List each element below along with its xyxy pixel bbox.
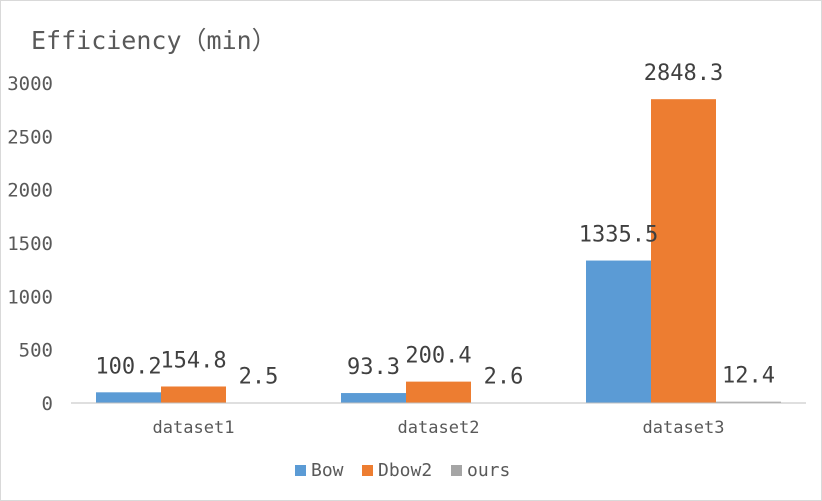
data-label-ours-dataset3: 12.4 bbox=[722, 364, 775, 389]
y-tick-label: 1000 bbox=[7, 286, 53, 308]
legend-swatch-bow bbox=[295, 465, 306, 476]
y-tick-label: 0 bbox=[42, 393, 53, 415]
legend-label-ours: ours bbox=[467, 460, 510, 481]
y-axis-ticks: 0 500 1000 1500 2000 2500 3000 bbox=[7, 73, 53, 415]
data-label-bow-dataset2: 93.3 bbox=[347, 355, 400, 380]
bar-bow-dataset1 bbox=[96, 392, 161, 403]
bar-ours-dataset3 bbox=[716, 401, 781, 403]
y-tick-label: 1500 bbox=[7, 233, 53, 255]
legend-label-dbow2: Dbow2 bbox=[378, 460, 432, 481]
data-label-bow-dataset3: 1335.5 bbox=[579, 223, 658, 248]
bars-group bbox=[96, 99, 781, 403]
x-category-label: dataset1 bbox=[153, 418, 235, 438]
x-category-label: dataset3 bbox=[643, 418, 725, 438]
x-axis-categories: dataset1 dataset2 dataset3 bbox=[153, 418, 725, 438]
legend-swatch-dbow2 bbox=[362, 465, 373, 476]
data-label-dbow2-dataset1: 154.8 bbox=[160, 348, 226, 373]
data-label-ours-dataset1: 2.5 bbox=[239, 365, 279, 390]
y-tick-label: 2500 bbox=[7, 126, 53, 148]
data-label-dbow2-dataset3: 2848.3 bbox=[644, 61, 723, 86]
chart-title: Efficiency（min） bbox=[31, 26, 277, 55]
bar-bow-dataset2 bbox=[341, 393, 406, 403]
bar-dbow2-dataset2 bbox=[406, 381, 471, 403]
legend-swatch-ours bbox=[451, 465, 462, 476]
bar-dbow2-dataset3 bbox=[651, 99, 716, 403]
bar-bow-dataset3 bbox=[586, 260, 651, 403]
data-label-ours-dataset2: 2.6 bbox=[484, 365, 524, 390]
data-label-dbow2-dataset2: 200.4 bbox=[405, 344, 471, 369]
y-tick-label: 500 bbox=[19, 340, 53, 362]
legend-label-bow: Bow bbox=[311, 460, 344, 481]
x-category-label: dataset2 bbox=[398, 418, 480, 438]
bar-dbow2-dataset1 bbox=[161, 386, 226, 403]
y-tick-label: 3000 bbox=[7, 73, 53, 95]
legend: Bow Dbow2 ours bbox=[295, 460, 510, 481]
data-label-bow-dataset1: 100.2 bbox=[95, 354, 161, 379]
y-tick-label: 2000 bbox=[7, 180, 53, 202]
